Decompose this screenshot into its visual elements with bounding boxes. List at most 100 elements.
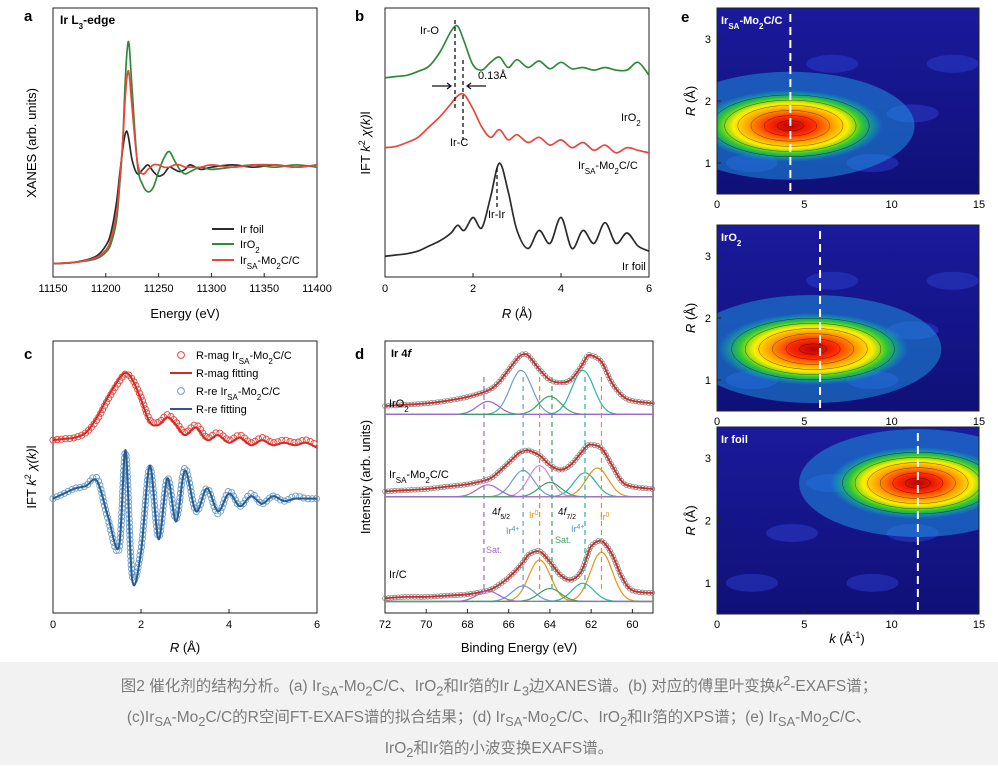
y-tick-label: 1	[705, 578, 711, 590]
xps-marker	[516, 353, 523, 359]
contour	[785, 338, 841, 360]
x-tick-label: 0	[714, 416, 720, 428]
xps-envelope	[384, 539, 654, 600]
xps-marker	[608, 461, 614, 467]
x-tick-label: 0	[50, 619, 56, 631]
plot-frame-b	[384, 7, 650, 278]
xps-marker	[611, 557, 618, 563]
caption-line-1: 图2 催化剂的结构分析。(a) IrSA-Mo2C/C、IrO2和Ir箔的Ir …	[120, 673, 878, 699]
data-marker	[68, 486, 76, 494]
xps-marker	[618, 572, 624, 578]
panel-d-xticks: 72 70 68 66 64 62 60	[379, 609, 639, 631]
xps-component	[385, 590, 653, 603]
panel-letter-e: e	[681, 9, 689, 26]
xps-marker	[621, 578, 627, 584]
x-tick-label: 68	[461, 619, 473, 631]
panel-letter-a: a	[24, 8, 33, 25]
series-line	[52, 69, 318, 265]
data-marker	[78, 431, 86, 439]
panel-d-ylabel: Intensity (arb. units)	[358, 420, 373, 534]
legend-ir-foil: Ir foil	[240, 224, 264, 236]
peak-label-sat-a: Sat.	[486, 545, 502, 555]
data-marker	[276, 496, 284, 504]
wavelet-map: 1 2 3 0 5 10 15 R (Å) IrO2	[683, 224, 985, 428]
x-tick-label: 15	[973, 416, 985, 428]
xps-component	[384, 395, 653, 416]
plot-frame-d	[384, 340, 654, 614]
contour	[772, 333, 855, 365]
panel-a-ylabel: XANES (arb. units)	[24, 88, 39, 198]
peak-label-4f52: 4f5/2	[492, 507, 510, 521]
xps-marker	[550, 464, 556, 470]
annot-shift: 0.13Å	[478, 69, 507, 82]
annot-ir-o: Ir-O	[420, 25, 439, 37]
xps-marker	[619, 575, 626, 581]
legend-irsa: IrSA-Mo2C/C	[240, 255, 300, 271]
panel-c-xlabel: R (Å)	[170, 640, 200, 655]
plot-frame-c	[52, 340, 318, 614]
figure-canvas: a Ir L3-edge 11150 11200 11250 11300 11350 11…	[23, 7, 985, 655]
x-tick-label: 11300	[197, 283, 227, 295]
x-tick-label: 5	[801, 416, 807, 428]
x-tick-label: 2	[470, 283, 476, 295]
xps-marker	[616, 569, 623, 575]
map-label-irsa: IrSA-Mo2C/C	[721, 15, 782, 31]
map-lobe	[846, 573, 899, 592]
xps-marker	[605, 372, 611, 379]
series-line	[384, 162, 650, 258]
y-tick-label: 3	[705, 453, 711, 465]
contour	[854, 457, 979, 510]
xps-marker	[610, 463, 616, 470]
panel-d: d Ir 4f 72 70 68 66 64 62 60 Binding Energy (e…	[355, 340, 656, 655]
xps-marker	[605, 545, 612, 551]
xps-marker	[580, 359, 587, 366]
y-tick-label: 1	[705, 158, 711, 170]
xps-marker	[608, 551, 615, 557]
panel-b-ylabel: IFT k2 χ(k)l	[357, 111, 373, 174]
xps-marker	[603, 452, 610, 458]
caption-line-2: (c)IrSA-Mo2C/C的R空间FT-EXAFS谱的拟合结果；(d) IrS…	[126, 709, 872, 730]
peak-label-ir0-b: Ir0	[600, 512, 610, 523]
xps-envelope	[384, 353, 654, 407]
xps-marker	[600, 446, 606, 453]
x-tick-label: 11150	[39, 283, 68, 295]
y-tick-label: 2	[705, 516, 711, 528]
map-ylabel: R (Å)	[683, 303, 698, 333]
plot-frame-a	[52, 7, 318, 278]
xps-marker	[547, 377, 554, 383]
panel-c-ylabel: IFT k2 χ(k)l	[23, 445, 39, 508]
panel-a: a Ir L3-edge 11150 11200 11250 11300 11350 11…	[24, 7, 332, 321]
xps-component	[384, 369, 654, 416]
data-marker	[53, 493, 61, 501]
data-marker	[49, 495, 57, 503]
map-lobe	[766, 523, 819, 542]
xps-marker	[562, 575, 568, 582]
xps-marker	[577, 365, 583, 372]
x-tick-label: 66	[503, 619, 515, 631]
panel-d-label: Ir 4f	[391, 348, 413, 360]
series-line	[384, 24, 650, 79]
xps-marker	[601, 363, 607, 370]
x-tick-label: 10	[886, 416, 898, 428]
panel-a-xlabel: Energy (eV)	[150, 306, 219, 321]
x-tick-label: 0	[714, 199, 720, 211]
xps-marker	[490, 585, 496, 592]
xps-marker	[606, 458, 613, 464]
series-line	[52, 40, 318, 265]
x-tick-label: 0	[714, 619, 720, 631]
xps-marker	[534, 451, 541, 457]
xps-marker	[521, 557, 528, 563]
contour	[799, 343, 827, 355]
xps-marker	[607, 548, 613, 554]
x-tick-label: 4	[558, 283, 564, 295]
panel-b: b 0 2 4 6 R (Å) IFT k2 χ(k)l Ir-O 0.13Å Ir-…	[355, 7, 652, 321]
y-tick-label: 1	[705, 375, 711, 387]
legend-marker-rmag	[177, 351, 185, 359]
map-lobe	[806, 54, 859, 73]
annot-ir-c: Ir-C	[450, 137, 468, 149]
x-tick-label: 11350	[249, 283, 279, 295]
annot-ir-ir: Ir-Ir	[488, 209, 505, 221]
panel-c-xticks: 0 2 4 6	[50, 609, 320, 631]
xps-marker	[592, 354, 599, 360]
